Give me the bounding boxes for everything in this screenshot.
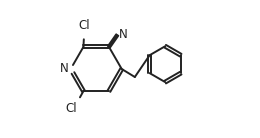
Text: N: N	[60, 63, 69, 75]
Text: Cl: Cl	[65, 102, 76, 115]
Text: Cl: Cl	[78, 19, 90, 32]
Text: N: N	[119, 28, 128, 41]
